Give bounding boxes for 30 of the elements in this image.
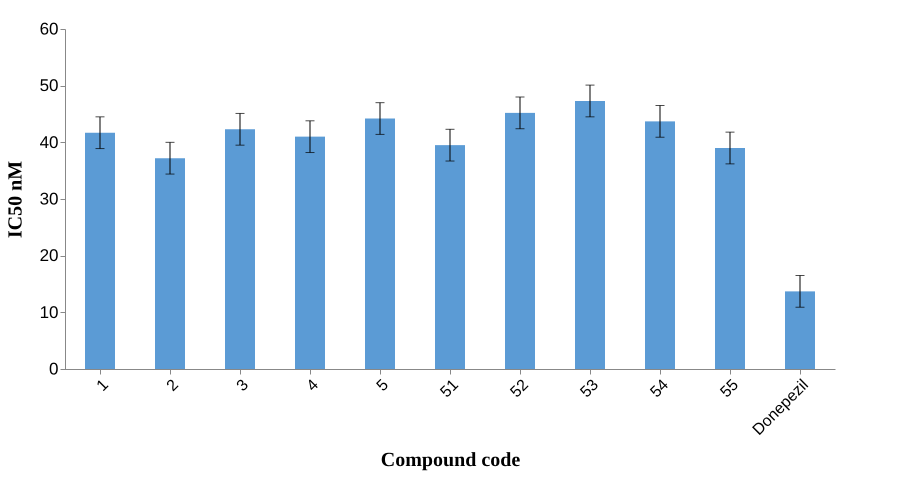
x-tick-label: 52 xyxy=(507,376,532,402)
bar xyxy=(225,129,255,369)
y-tick-label: 50 xyxy=(40,76,58,96)
bar xyxy=(575,100,605,369)
x-tick-label: 4 xyxy=(304,376,322,395)
x-tick-label: 5 xyxy=(374,376,392,395)
bar xyxy=(295,136,325,369)
x-tick-label: 51 xyxy=(437,376,462,402)
bar xyxy=(85,132,115,369)
x-axis-title: Compound code xyxy=(380,449,520,472)
bar xyxy=(505,112,535,369)
y-tick-label: 10 xyxy=(40,302,58,322)
y-tick-label: 60 xyxy=(40,20,58,38)
x-tick-label: 55 xyxy=(717,376,742,402)
bar xyxy=(645,121,675,369)
bar xyxy=(785,291,815,369)
x-tick-label: 3 xyxy=(234,376,252,395)
bar xyxy=(715,148,745,369)
bar xyxy=(435,145,465,369)
bar xyxy=(155,158,185,369)
y-tick-label: 30 xyxy=(40,190,58,208)
bar xyxy=(365,118,395,369)
y-tick-label: 40 xyxy=(40,132,58,152)
y-tick-label: 20 xyxy=(40,246,58,266)
x-tick-label: 1 xyxy=(94,376,112,395)
y-tick-label: 0 xyxy=(49,360,58,378)
y-axis-title: IC50 nM xyxy=(4,160,27,238)
x-tick-label: 53 xyxy=(577,376,602,402)
x-tick-label: 2 xyxy=(164,376,182,395)
x-tick-label: 54 xyxy=(647,376,672,402)
